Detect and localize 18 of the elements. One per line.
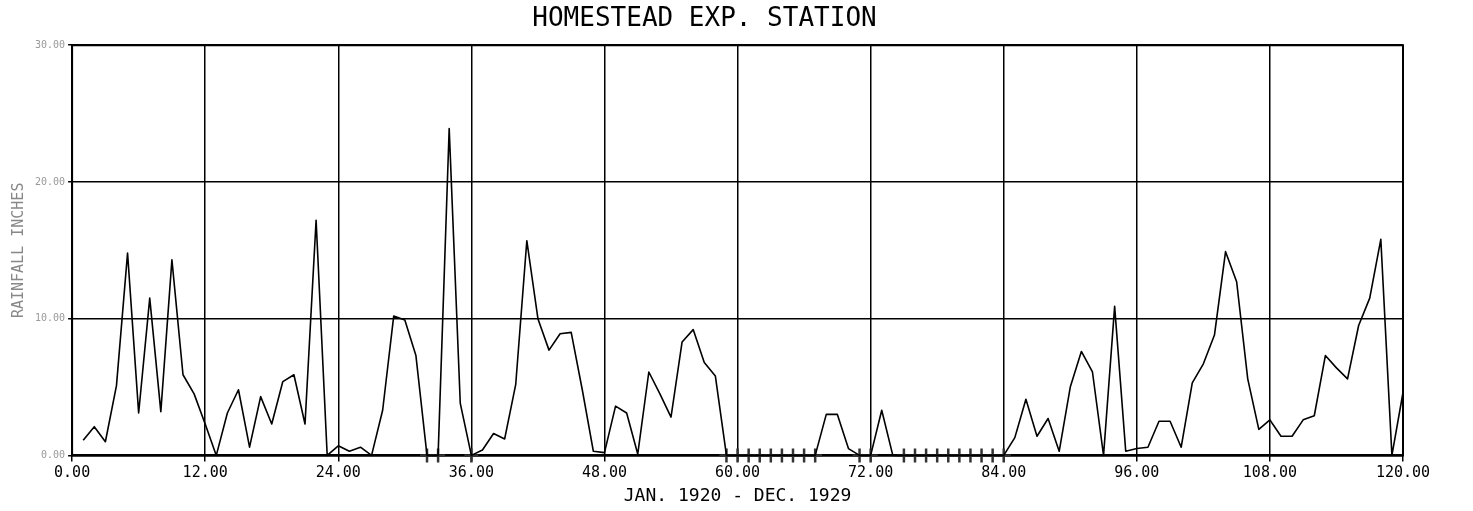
x-tick-label: 36.00	[448, 463, 494, 482]
y-axis-title: RAINFALL INCHES	[8, 182, 27, 319]
x-tick-label: 0.00	[54, 463, 91, 482]
x-tick-label: 60.00	[714, 463, 761, 482]
x-tick-label: 120.00	[1375, 463, 1431, 482]
x-tick-label: 96.00	[1114, 463, 1160, 482]
x-tick-label: 48.00	[581, 463, 628, 482]
x-tick-label: 72.00	[848, 463, 894, 482]
y-tick-label: 20.00	[34, 175, 66, 187]
x-tick-label: 108.00	[1242, 463, 1297, 482]
y-tick-label: 0.00	[41, 448, 66, 460]
y-tick-label: 30.00	[34, 38, 66, 50]
x-tick-label: 12.00	[182, 463, 228, 482]
y-tick-label: 10.00	[34, 312, 66, 324]
x-axis-title: JAN. 1920 - DEC. 1929	[623, 483, 852, 505]
x-tick-label: 24.00	[315, 463, 361, 482]
x-tick-label: 84.00	[981, 463, 1027, 482]
chart-title: HOMESTEAD EXP. STATION	[532, 2, 877, 33]
